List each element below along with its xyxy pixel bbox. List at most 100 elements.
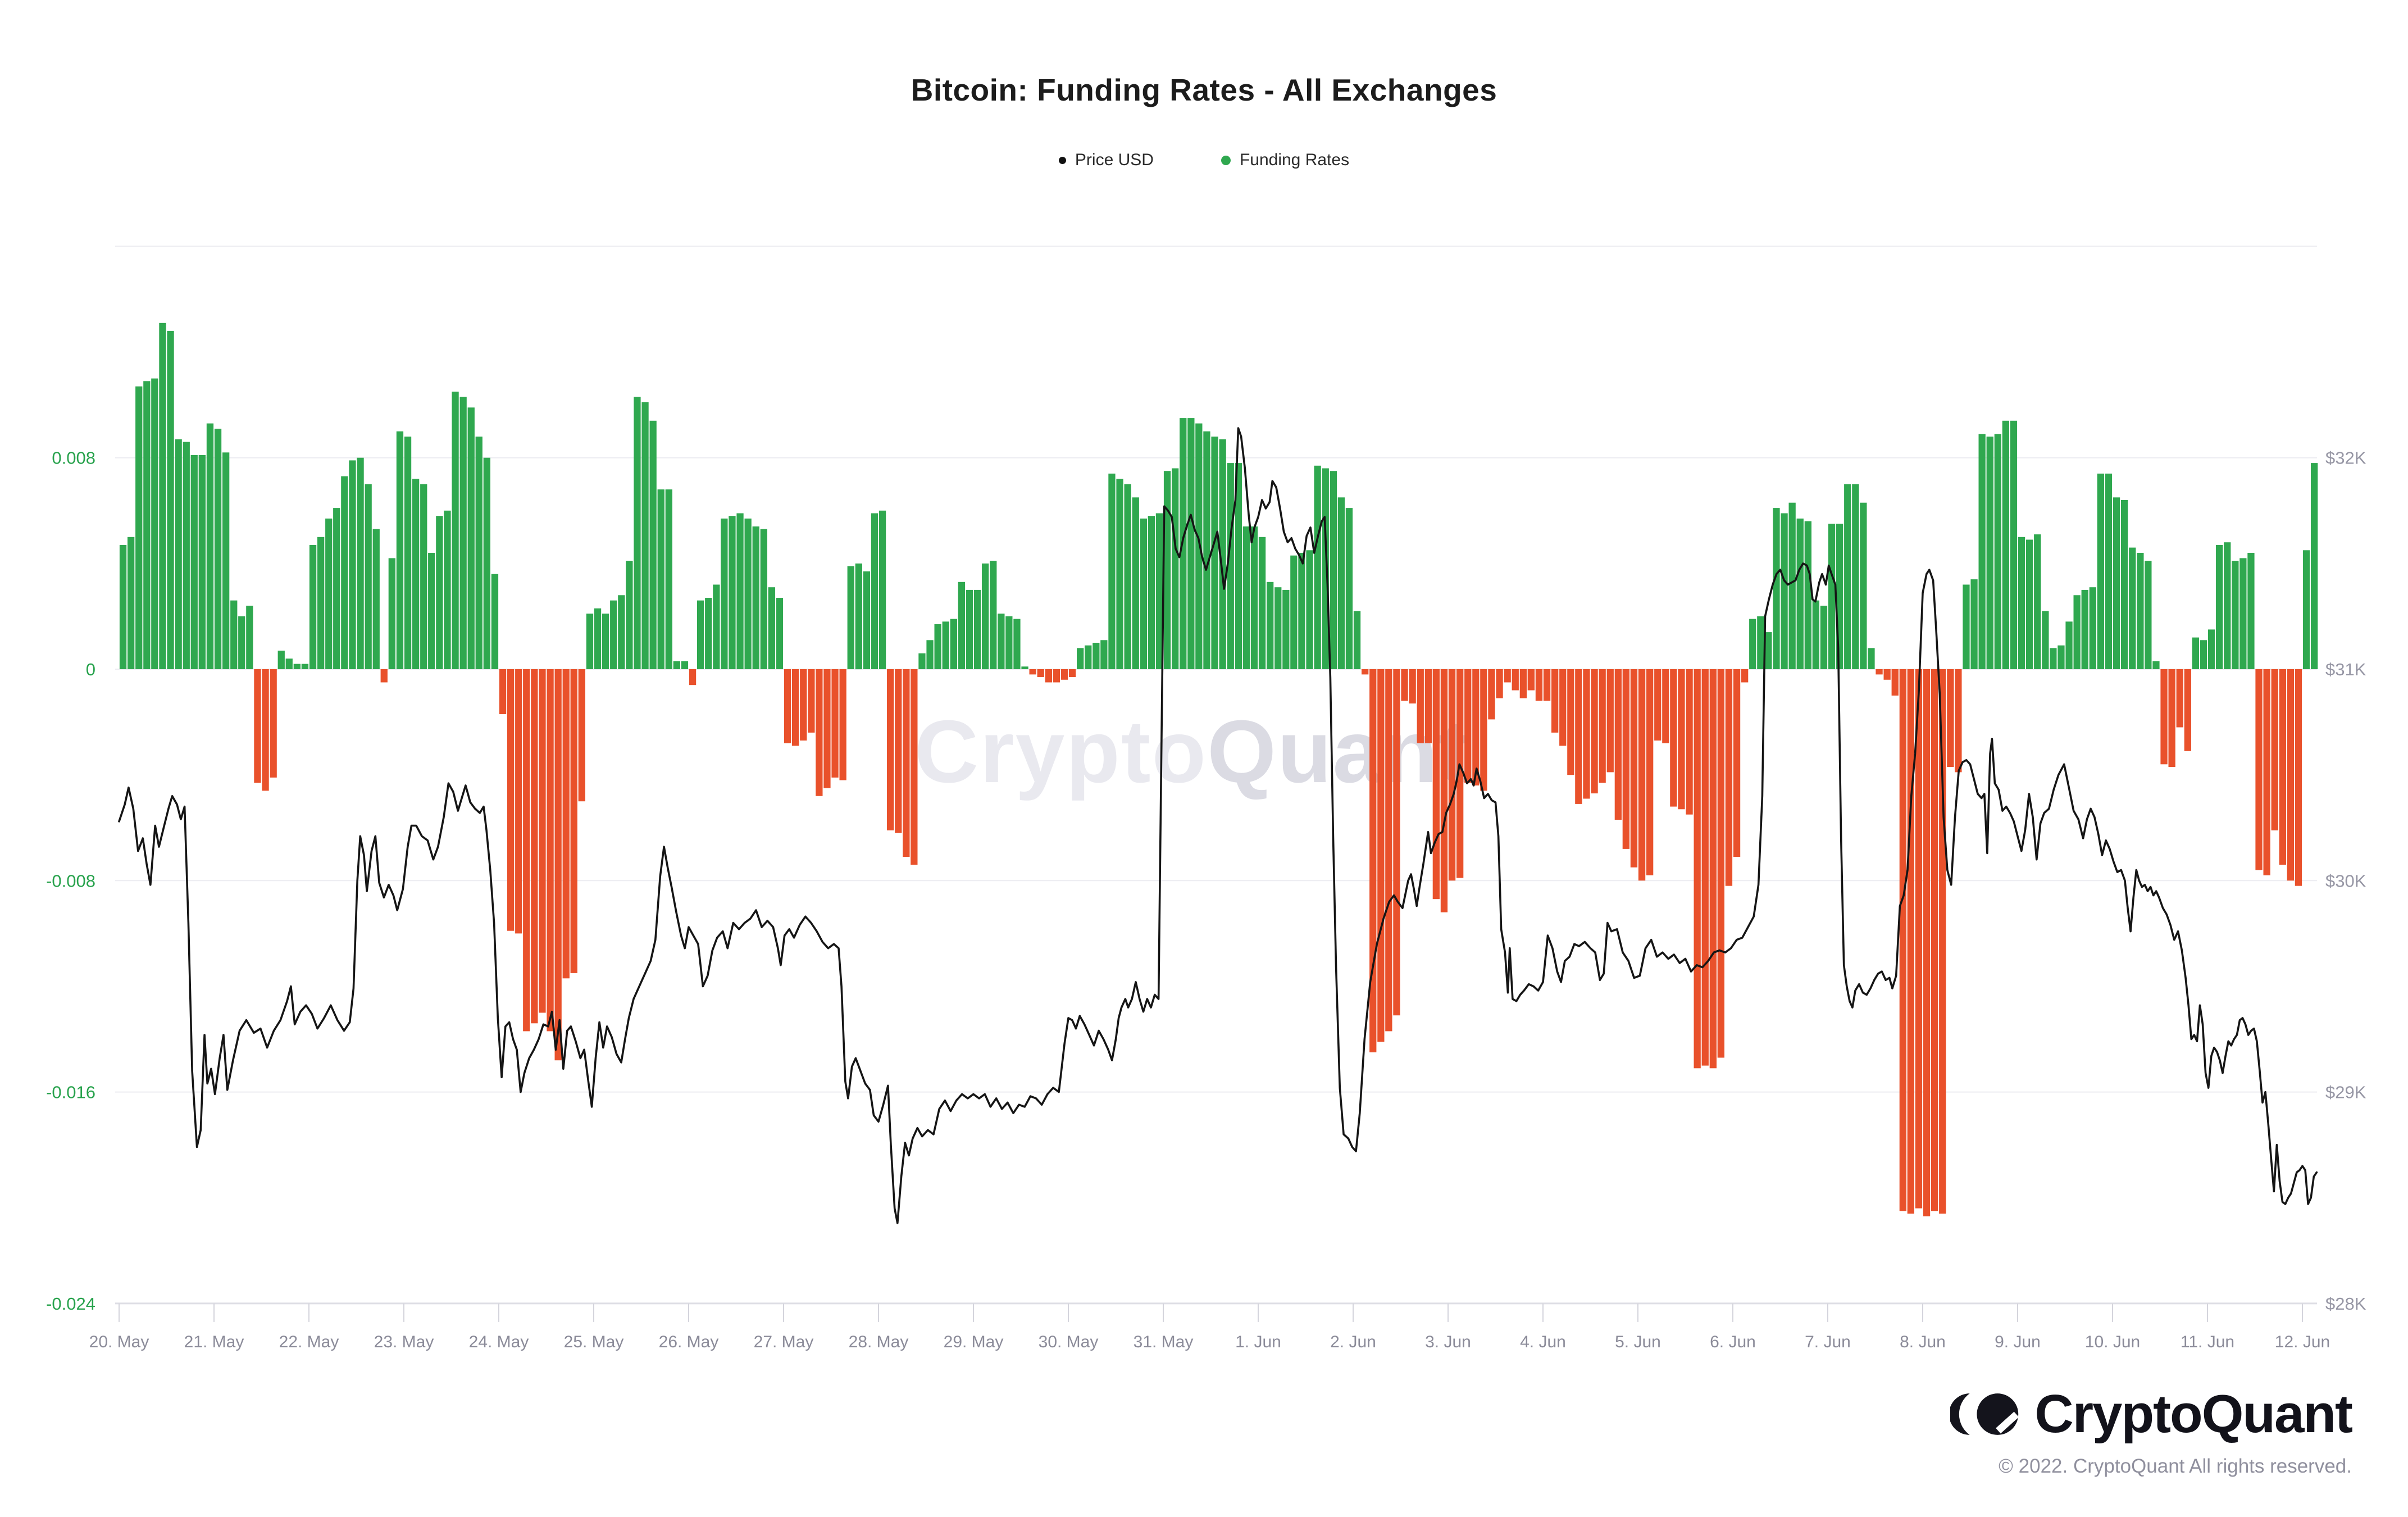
- funding-rate-bar[interactable]: [1575, 669, 1582, 804]
- funding-rate-bar[interactable]: [372, 529, 380, 669]
- funding-rate-bar[interactable]: [665, 489, 672, 669]
- funding-rate-bar[interactable]: [491, 574, 499, 669]
- funding-rate-bar[interactable]: [847, 566, 854, 669]
- funding-rate-bar[interactable]: [1757, 616, 1764, 669]
- funding-rate-bar[interactable]: [998, 614, 1005, 669]
- funding-rate-bar[interactable]: [744, 518, 752, 669]
- funding-rate-bar[interactable]: [1551, 669, 1559, 733]
- funding-rate-bar[interactable]: [1409, 669, 1416, 704]
- funding-rate-bar[interactable]: [1203, 431, 1210, 669]
- funding-rate-bar[interactable]: [594, 608, 602, 669]
- funding-rate-bar[interactable]: [404, 437, 412, 669]
- funding-rate-bar[interactable]: [1021, 666, 1028, 669]
- funding-rate-bar[interactable]: [309, 544, 317, 669]
- funding-rate-bar[interactable]: [2034, 534, 2041, 669]
- funding-rate-bar[interactable]: [1955, 669, 1962, 773]
- funding-rate-bar[interactable]: [641, 402, 649, 669]
- funding-rate-bar[interactable]: [729, 516, 736, 669]
- funding-rate-bar[interactable]: [230, 600, 238, 669]
- funding-rate-bar[interactable]: [602, 614, 609, 669]
- funding-rate-bar[interactable]: [2129, 547, 2136, 669]
- funding-rate-bar[interactable]: [554, 669, 562, 1061]
- funding-rate-bar[interactable]: [159, 323, 166, 669]
- funding-rate-bar[interactable]: [1599, 669, 1606, 783]
- funding-rate-bar[interactable]: [293, 664, 301, 669]
- funding-rate-bar[interactable]: [167, 330, 174, 669]
- funding-rate-bar[interactable]: [887, 669, 894, 830]
- funding-rate-bar[interactable]: [1219, 439, 1226, 669]
- funding-rate-bar[interactable]: [626, 561, 633, 669]
- funding-rate-bar[interactable]: [1187, 418, 1195, 669]
- funding-rate-bar[interactable]: [1393, 669, 1400, 1016]
- funding-rate-bar[interactable]: [475, 437, 482, 669]
- funding-rate-bar[interactable]: [1527, 669, 1535, 691]
- funding-rate-bar[interactable]: [2192, 637, 2199, 669]
- funding-rate-bar[interactable]: [934, 624, 941, 669]
- funding-rate-bar[interactable]: [2058, 645, 2065, 669]
- funding-rate-bar[interactable]: [1622, 669, 1629, 849]
- funding-rate-bar[interactable]: [1860, 502, 1867, 669]
- funding-rate-bar[interactable]: [1448, 669, 1456, 881]
- funding-rate-bar[interactable]: [1424, 669, 1432, 743]
- funding-rate-bar[interactable]: [143, 381, 151, 669]
- funding-rate-bar[interactable]: [444, 510, 451, 669]
- funding-rate-bar[interactable]: [1512, 669, 1519, 691]
- funding-rate-bar[interactable]: [1931, 669, 1938, 1211]
- funding-rate-bar[interactable]: [918, 653, 926, 669]
- funding-rate-bar[interactable]: [2113, 497, 2120, 669]
- funding-rate-bar[interactable]: [1093, 643, 1100, 669]
- funding-rate-bar[interactable]: [1876, 669, 1883, 675]
- funding-rate-bar[interactable]: [2232, 561, 2239, 669]
- funding-rate-bar[interactable]: [1638, 669, 1646, 881]
- funding-rate-bar[interactable]: [1330, 471, 1337, 669]
- funding-rate-bar[interactable]: [1899, 669, 1906, 1211]
- funding-rate-bar[interactable]: [2081, 589, 2088, 669]
- funding-rate-bar[interactable]: [1045, 669, 1052, 683]
- funding-rate-bar[interactable]: [285, 658, 293, 669]
- funding-rate-bar[interactable]: [1725, 669, 1733, 886]
- funding-rate-bar[interactable]: [1678, 669, 1685, 810]
- funding-rate-bar[interactable]: [982, 563, 989, 670]
- funding-rate-bar[interactable]: [570, 669, 577, 973]
- funding-rate-bar[interactable]: [1440, 669, 1448, 912]
- funding-rate-bar[interactable]: [2168, 669, 2175, 767]
- funding-rate-bar[interactable]: [1963, 584, 1970, 670]
- funding-rate-bar[interactable]: [206, 423, 214, 669]
- funding-rate-bar[interactable]: [792, 669, 799, 746]
- funding-rate-bar[interactable]: [2216, 544, 2223, 669]
- funding-rate-bar[interactable]: [942, 621, 949, 669]
- funding-rate-bar[interactable]: [1155, 513, 1163, 670]
- funding-rate-bar[interactable]: [1567, 669, 1574, 775]
- funding-rate-bar[interactable]: [349, 460, 356, 669]
- funding-rate-bar[interactable]: [1804, 521, 1811, 669]
- funding-rate-bar[interactable]: [839, 669, 846, 780]
- funding-rate-bar[interactable]: [958, 582, 965, 669]
- funding-rate-bar[interactable]: [1844, 484, 1851, 669]
- funding-rate-bar[interactable]: [467, 407, 475, 669]
- funding-rate-bar[interactable]: [871, 513, 878, 670]
- funding-rate-bar[interactable]: [657, 489, 664, 669]
- funding-rate-bar[interactable]: [1060, 669, 1068, 680]
- funding-rate-bar[interactable]: [1385, 669, 1392, 1032]
- funding-rate-bar[interactable]: [586, 614, 594, 669]
- funding-rate-bar[interactable]: [1733, 669, 1741, 857]
- funding-rate-bar[interactable]: [816, 669, 823, 796]
- funding-rate-bar[interactable]: [1116, 479, 1123, 669]
- funding-rate-bar[interactable]: [254, 669, 261, 783]
- funding-rate-bar[interactable]: [1749, 619, 1756, 669]
- funding-rate-bar[interactable]: [420, 484, 427, 669]
- funding-rate-bar[interactable]: [1267, 582, 1274, 669]
- funding-rate-bar[interactable]: [1085, 645, 1092, 669]
- funding-rate-bar[interactable]: [2065, 621, 2073, 669]
- funding-rate-bar[interactable]: [1306, 550, 1313, 669]
- funding-rate-bar[interactable]: [1796, 518, 1804, 669]
- funding-rate-bar[interactable]: [1227, 463, 1234, 669]
- funding-rate-bar[interactable]: [301, 664, 309, 669]
- funding-rate-bar[interactable]: [1994, 434, 2001, 669]
- funding-rate-bar[interactable]: [926, 640, 934, 669]
- funding-rate-bar[interactable]: [365, 484, 372, 669]
- funding-rate-bar[interactable]: [452, 392, 459, 669]
- funding-rate-bar[interactable]: [1242, 526, 1250, 669]
- funding-rate-bar[interactable]: [2279, 669, 2286, 865]
- funding-rate-bar[interactable]: [1108, 473, 1116, 669]
